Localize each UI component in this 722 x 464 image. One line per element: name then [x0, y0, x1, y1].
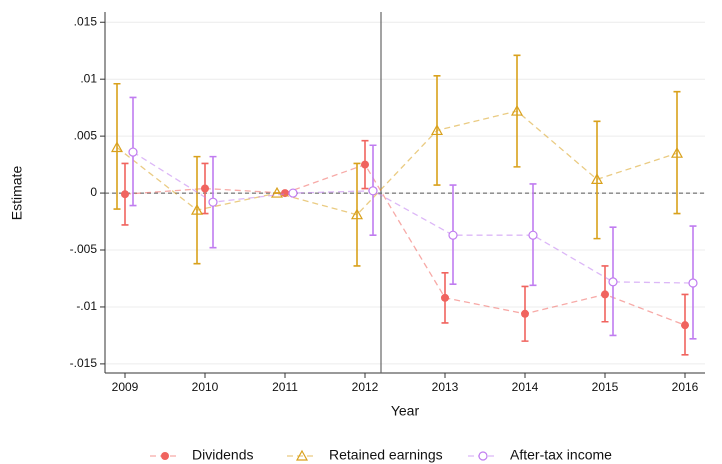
y-tick-label: -.005 — [70, 242, 98, 256]
marker — [288, 188, 298, 198]
marker — [528, 230, 538, 240]
series-line — [132, 151, 694, 284]
legend-label: Retained earnings — [329, 447, 443, 463]
marker — [128, 147, 138, 157]
marker — [681, 321, 689, 330]
marker — [361, 160, 369, 169]
marker — [510, 104, 524, 116]
marker — [688, 278, 698, 288]
marker — [608, 277, 618, 287]
y-axis-label: Estimate — [9, 166, 25, 221]
error-bar — [513, 54, 521, 168]
x-tick-label: 2014 — [512, 380, 539, 394]
marker — [448, 230, 458, 240]
marker — [670, 146, 684, 158]
y-tick-label: .005 — [74, 128, 98, 142]
legend-label: Dividends — [192, 447, 253, 463]
marker — [201, 184, 209, 193]
marker — [430, 124, 444, 136]
marker — [208, 197, 218, 207]
error-bar — [113, 82, 121, 210]
y-tick-label: .01 — [80, 71, 97, 85]
marker — [110, 141, 124, 153]
marker — [350, 208, 364, 220]
y-tick-label: -.015 — [70, 356, 98, 370]
marker — [441, 293, 449, 302]
legend-marker — [478, 451, 488, 461]
series-line — [116, 110, 678, 216]
x-tick-label: 2013 — [432, 380, 459, 394]
marker — [601, 290, 609, 299]
x-tick-label: 2010 — [192, 380, 219, 394]
x-tick-label: 2015 — [592, 380, 619, 394]
x-tick-label: 2016 — [672, 380, 699, 394]
marker — [121, 190, 129, 199]
y-tick-label: .015 — [74, 14, 98, 28]
y-tick-label: 0 — [90, 185, 97, 199]
error-bar — [193, 155, 201, 265]
x-tick-label: 2011 — [272, 380, 298, 394]
marker — [190, 203, 204, 215]
error-bar — [353, 162, 361, 267]
error-bar — [433, 74, 441, 186]
x-axis-label: Year — [391, 403, 420, 419]
y-tick-label: -.01 — [76, 299, 97, 313]
legend-label: After-tax income — [510, 447, 612, 463]
error-bar — [673, 90, 681, 215]
series-line — [124, 163, 686, 326]
error-bar — [593, 120, 601, 240]
marker — [270, 186, 284, 198]
legend-marker — [161, 452, 169, 460]
marker — [521, 309, 529, 318]
x-tick-label: 2012 — [352, 380, 379, 394]
marker — [590, 173, 604, 185]
legend-marker — [295, 449, 309, 461]
marker — [281, 189, 289, 198]
marker — [368, 186, 378, 196]
x-tick-label: 2009 — [112, 380, 139, 394]
